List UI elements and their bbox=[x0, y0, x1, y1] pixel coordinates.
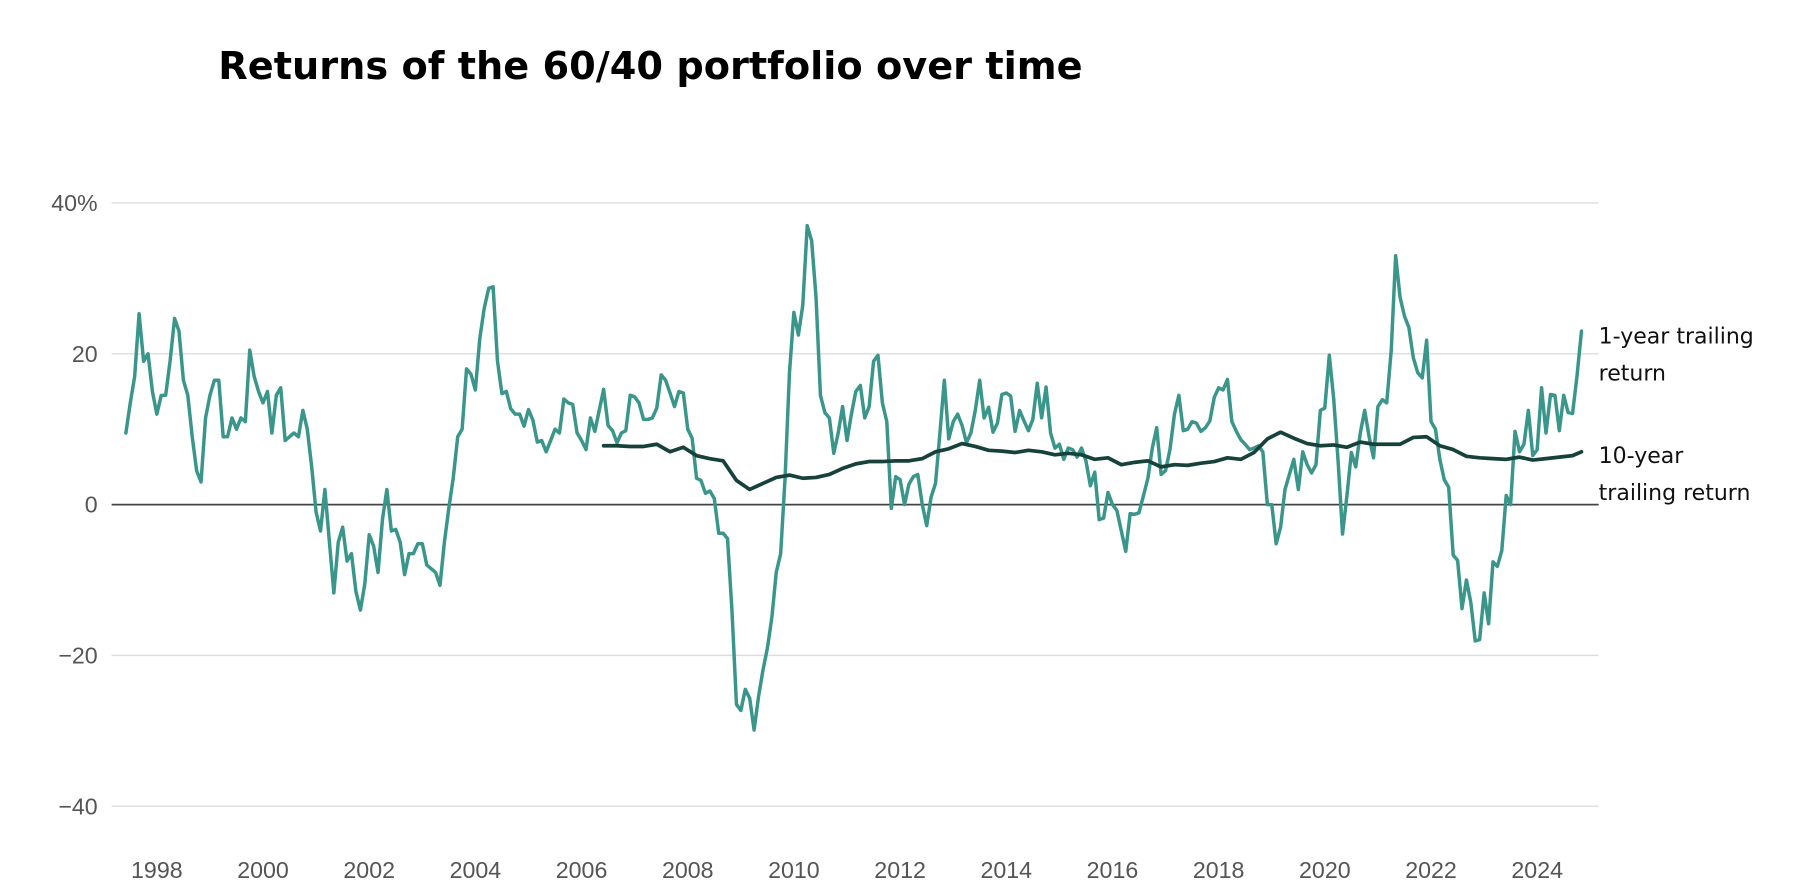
x-tick-label: 2014 bbox=[980, 857, 1032, 883]
gridlines bbox=[111, 202, 1599, 807]
y-tick-label: 0 bbox=[85, 492, 98, 518]
x-tick-label: 2012 bbox=[874, 857, 926, 883]
x-tick-label: 2006 bbox=[556, 857, 608, 883]
x-tick-label: 2004 bbox=[450, 857, 502, 883]
y-tick-label: 40% bbox=[51, 190, 97, 216]
x-tick-label: 2024 bbox=[1511, 857, 1563, 883]
line-10-year-trailing-return bbox=[601, 430, 1584, 492]
x-axis-labels: 1998 2000 2002 2004 2006 2008 2010 2012 2014 2016… bbox=[131, 857, 1563, 883]
y-tick-label: −40 bbox=[58, 793, 97, 819]
series-label-line: return bbox=[1599, 361, 1666, 386]
chart-title: Returns of the 60/40 portfolio over time bbox=[218, 44, 1082, 89]
series-label-line: 1-year trailing bbox=[1599, 324, 1754, 349]
y-axis-labels: 40% 20 0 −20 −40 bbox=[51, 190, 97, 819]
x-tick-label: 2020 bbox=[1299, 857, 1351, 883]
series-label-line: 10-year bbox=[1599, 444, 1685, 469]
x-tick-label: 2022 bbox=[1405, 857, 1457, 883]
y-tick-label: 20 bbox=[72, 341, 98, 367]
line-1-year-trailing-return bbox=[124, 223, 1584, 732]
series-label-1-year: 1-year trailing return bbox=[1599, 324, 1754, 386]
x-tick-label: 2002 bbox=[343, 857, 395, 883]
x-tick-label: 2018 bbox=[1193, 857, 1245, 883]
y-tick-label: −20 bbox=[58, 642, 97, 668]
x-tick-label: 2008 bbox=[662, 857, 714, 883]
series-lines bbox=[124, 223, 1584, 732]
series-label-line: trailing return bbox=[1599, 481, 1751, 506]
series-label-10-year: 10-year trailing return bbox=[1599, 444, 1751, 506]
x-tick-label: 2000 bbox=[237, 857, 289, 883]
x-tick-label: 1998 bbox=[131, 857, 183, 883]
x-tick-label: 2016 bbox=[1087, 857, 1139, 883]
x-tick-label: 2010 bbox=[768, 857, 820, 883]
